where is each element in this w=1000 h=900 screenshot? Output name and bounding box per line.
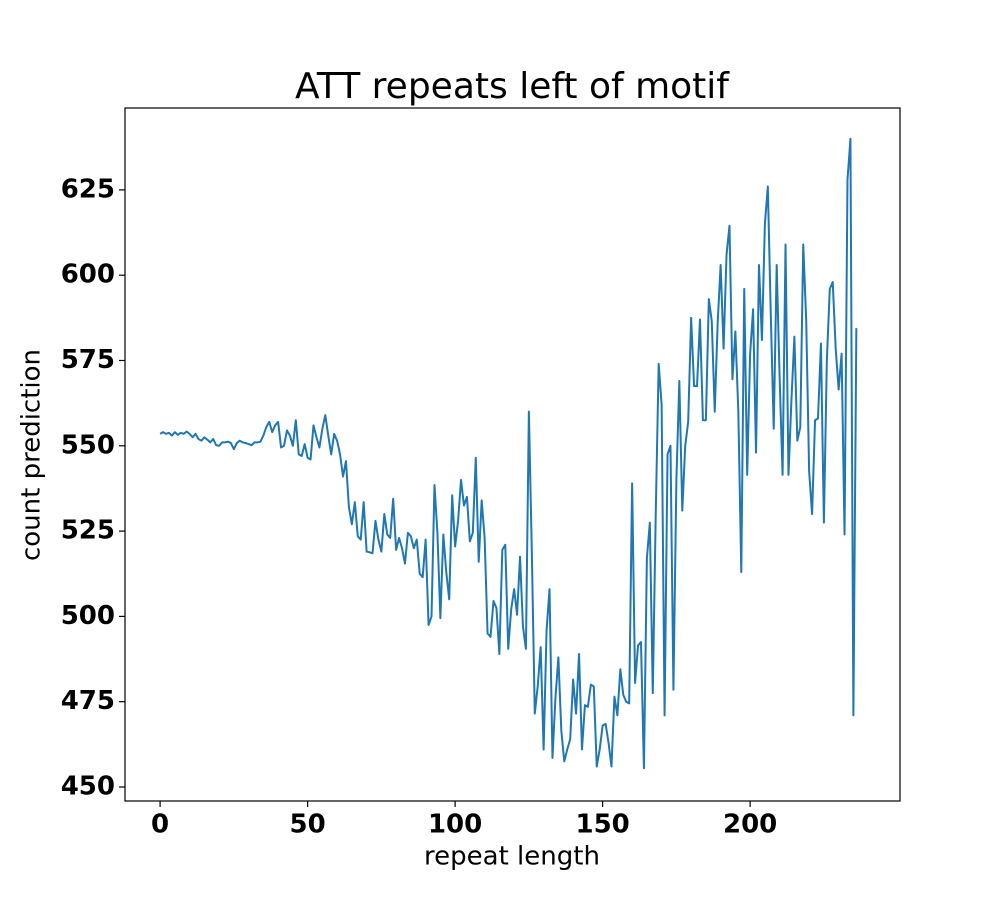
y-tick-label: 500	[61, 601, 115, 631]
x-tick-label: 50	[290, 810, 326, 840]
y-tick-label: 625	[61, 174, 115, 204]
data-line	[159, 137, 858, 770]
y-tick-label: 525	[61, 516, 115, 546]
y-tick-label: 600	[61, 260, 115, 290]
chart-title: ATT repeats left of motif	[295, 66, 730, 107]
y-tick-label: 550	[61, 430, 115, 460]
x-tick-label: 100	[428, 810, 482, 840]
plot-frame	[124, 107, 901, 802]
x-tick-label: 0	[151, 810, 169, 840]
x-axis-label: repeat length	[424, 842, 600, 872]
y-tick-label: 450	[61, 772, 115, 802]
x-tick-label: 200	[723, 810, 777, 840]
y-tick-label: 575	[61, 345, 115, 375]
y-axis-label: count prediction	[17, 349, 47, 561]
x-tick-label: 150	[575, 810, 629, 840]
y-tick-label: 475	[61, 686, 115, 716]
